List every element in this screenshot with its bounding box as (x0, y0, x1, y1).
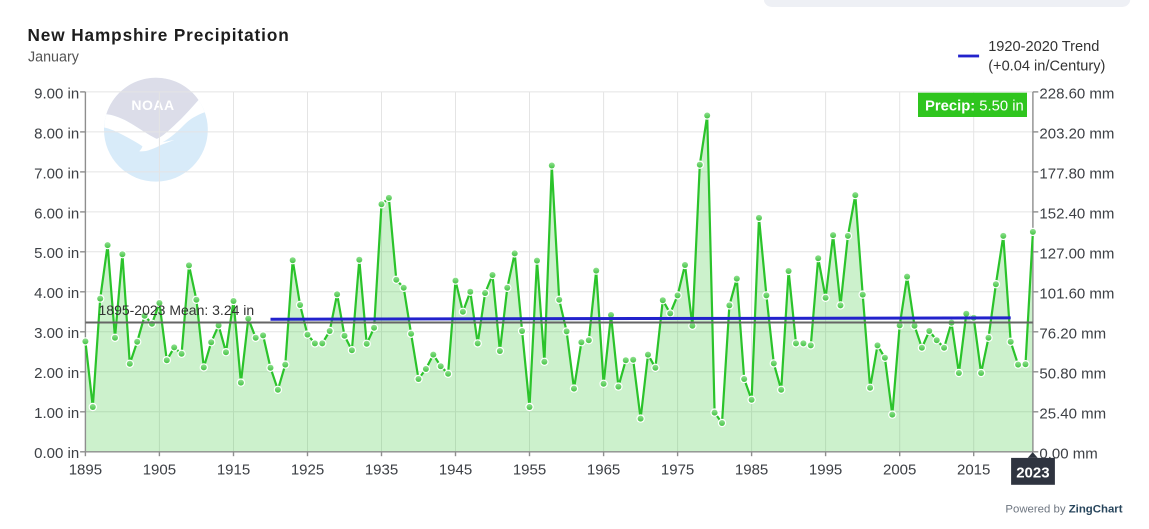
svg-text:Precip: 5.50 in: Precip: 5.50 in (925, 99, 1024, 115)
svg-text:2.00 in: 2.00 in (34, 365, 79, 382)
svg-text:NOAA: NOAA (131, 97, 174, 113)
svg-text:0.00 in: 0.00 in (34, 445, 79, 462)
svg-text:6.00 in: 6.00 in (34, 205, 79, 222)
svg-text:127.00 mm: 127.00 mm (1039, 245, 1114, 262)
svg-text:January: January (28, 50, 80, 66)
svg-text:1995: 1995 (809, 462, 842, 479)
svg-text:5.00 in: 5.00 in (34, 245, 79, 262)
svg-text:1895: 1895 (69, 462, 102, 479)
svg-text:1905: 1905 (143, 462, 176, 479)
svg-text:Powered by ZingChart: Powered by ZingChart (1005, 503, 1122, 515)
svg-text:1955: 1955 (513, 462, 546, 479)
svg-text:25.40 mm: 25.40 mm (1039, 405, 1106, 422)
svg-text:2023: 2023 (1016, 464, 1049, 481)
svg-text:2015: 2015 (957, 462, 990, 479)
svg-text:228.60 mm: 228.60 mm (1039, 86, 1114, 103)
svg-text:8.00 in: 8.00 in (34, 125, 79, 142)
svg-text:1975: 1975 (661, 462, 694, 479)
svg-text:(+0.04 in/Century): (+0.04 in/Century) (988, 59, 1105, 75)
svg-text:1920-2020 Trend: 1920-2020 Trend (988, 39, 1099, 55)
svg-text:3.00 in: 3.00 in (34, 325, 79, 342)
svg-text:9.00 in: 9.00 in (34, 85, 79, 102)
svg-text:76.20 mm: 76.20 mm (1039, 325, 1106, 342)
svg-text:1925: 1925 (291, 462, 324, 479)
svg-text:1945: 1945 (439, 462, 472, 479)
svg-text:1935: 1935 (365, 462, 398, 479)
svg-text:177.80 mm: 177.80 mm (1039, 166, 1114, 183)
svg-text:1.00 in: 1.00 in (34, 405, 79, 422)
svg-text:1915: 1915 (217, 462, 250, 479)
svg-text:152.40 mm: 152.40 mm (1039, 206, 1114, 223)
svg-text:203.20 mm: 203.20 mm (1039, 126, 1114, 143)
svg-text:2005: 2005 (883, 462, 916, 479)
svg-text:50.80 mm: 50.80 mm (1039, 365, 1106, 382)
svg-text:4.00 in: 4.00 in (34, 285, 79, 302)
svg-text:101.60 mm: 101.60 mm (1039, 285, 1114, 302)
svg-text:1985: 1985 (735, 462, 768, 479)
svg-text:7.00 in: 7.00 in (34, 165, 79, 182)
svg-text:1965: 1965 (587, 462, 620, 479)
svg-text:New Hampshire Precipitation: New Hampshire Precipitation (28, 25, 290, 45)
svg-text:1895-2023 Mean: 3.24 in: 1895-2023 Mean: 3.24 in (99, 302, 255, 318)
